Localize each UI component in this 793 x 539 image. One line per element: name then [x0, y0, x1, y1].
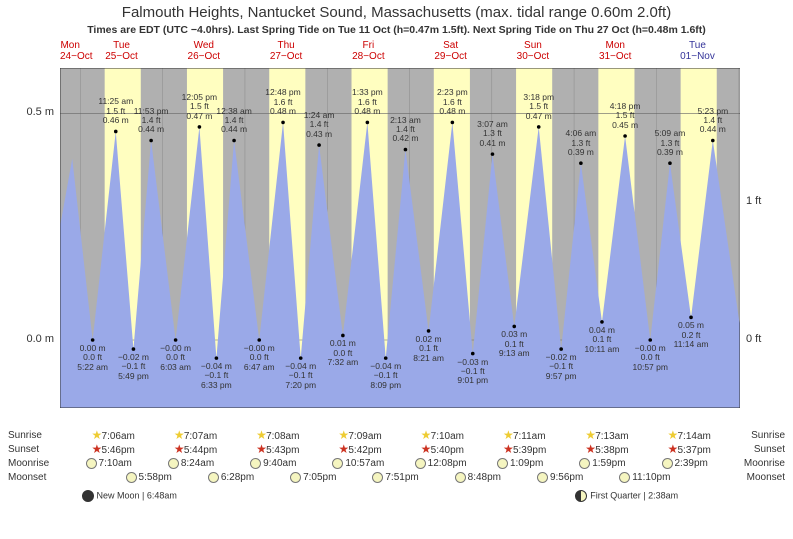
- y-tick-right: 1 ft: [746, 195, 761, 207]
- sunset-time: ★5:46pm: [92, 444, 135, 456]
- sunrise-time: ★7:14am: [668, 430, 711, 442]
- tide-annotation: −0.02 m−0.1 ft5:49 pm: [111, 353, 155, 381]
- chart-subtitle: Times are EDT (UTC −4.0hrs). Last Spring…: [0, 24, 793, 36]
- tide-annotation: 4:18 pm1.5 ft0.45 m: [603, 102, 647, 130]
- sunrise-time: ★7:11am: [503, 430, 546, 442]
- tide-annotation: 5:23 pm1.4 ft0.44 m: [691, 107, 735, 135]
- sunset-time: ★5:40pm: [421, 444, 464, 456]
- y-tick-right: 0 ft: [746, 333, 761, 345]
- day-label: Sun30−Oct: [492, 40, 574, 62]
- tide-annotation: 0.03 m0.1 ft9:13 am: [492, 330, 536, 358]
- bottom-row-label: Moonset: [8, 472, 46, 483]
- moon-phase: First Quarter | 2:38am: [575, 490, 678, 502]
- day-label: Fri28−Oct: [327, 40, 409, 62]
- tide-annotation: −0.04 m−0.1 ft6:33 pm: [194, 362, 238, 390]
- moonset-time: 6:28pm: [208, 472, 254, 483]
- day-label: Thu27−Oct: [245, 40, 327, 62]
- tide-annotation: 4:06 am1.3 ft0.39 m: [559, 129, 603, 157]
- tide-annotation: 0.02 m0.1 ft8:21 am: [407, 335, 451, 363]
- moonrise-time: 1:09pm: [497, 458, 543, 469]
- moonrise-time: 10:57am: [332, 458, 384, 469]
- moonset-time: 8:48pm: [455, 472, 501, 483]
- sunset-time: ★5:42pm: [338, 444, 381, 456]
- tide-annotation: 3:07 am1.3 ft0.41 m: [470, 120, 514, 148]
- tide-annotation: 2:13 am1.4 ft0.42 m: [383, 116, 427, 144]
- tide-annotation: 11:53 pm1.4 ft0.44 m: [129, 107, 173, 135]
- moonrise-time: 7:10am: [86, 458, 132, 469]
- tide-annotation: −0.00 m0.0 ft6:03 am: [154, 344, 198, 372]
- y-tick-left: 0.5 m: [26, 106, 54, 118]
- moon-phase: New Moon | 6:48am: [82, 490, 177, 502]
- plot-area: 0.00 m0.0 ft5:22 am11:25 am1.5 ft0.46 m−…: [60, 68, 740, 408]
- tide-chart: Falmouth Heights, Nantucket Sound, Massa…: [0, 0, 793, 539]
- tide-annotation: 12:38 am1.4 ft0.44 m: [212, 107, 256, 135]
- moonset-time: 5:58pm: [126, 472, 172, 483]
- tide-annotation: −0.03 m−0.1 ft9:01 pm: [451, 358, 495, 386]
- sunrise-time: ★7:08am: [256, 430, 299, 442]
- bottom-row-label: Sunrise: [751, 430, 785, 441]
- moonset-time: 7:05pm: [290, 472, 336, 483]
- sunset-time: ★5:43pm: [256, 444, 299, 456]
- bottom-row-label: Sunset: [754, 444, 785, 455]
- sunrise-time: ★7:10am: [421, 430, 464, 442]
- day-label: Tue25−Oct: [80, 40, 162, 62]
- chart-title: Falmouth Heights, Nantucket Sound, Massa…: [0, 4, 793, 21]
- tide-annotation: 5:09 am1.3 ft0.39 m: [648, 129, 692, 157]
- day-label: Wed26−Oct: [163, 40, 245, 62]
- tide-annotation: 1:33 pm1.6 ft0.48 m: [345, 88, 389, 116]
- day-label: Sat29−Oct: [410, 40, 492, 62]
- bottom-row-label: Moonset: [747, 472, 785, 483]
- day-label: Mon24−Oct: [60, 40, 80, 62]
- tide-annotation: −0.04 m−0.1 ft7:20 pm: [279, 362, 323, 390]
- sunrise-time: ★7:13am: [585, 430, 628, 442]
- tide-annotation: −0.02 m−0.1 ft9:57 pm: [539, 353, 583, 381]
- tide-annotation: 3:18 pm1.5 ft0.47 m: [517, 93, 561, 121]
- moonset-time: 7:51pm: [372, 472, 418, 483]
- tide-annotation: 0.00 m0.0 ft5:22 am: [71, 344, 115, 372]
- moonset-time: 9:56pm: [537, 472, 583, 483]
- tide-annotation: 2:23 pm1.6 ft0.48 m: [430, 88, 474, 116]
- bottom-row-label: Moonrise: [744, 458, 785, 469]
- tide-annotation: 1:24 am1.4 ft0.43 m: [297, 111, 341, 139]
- moonrise-time: 8:24am: [168, 458, 214, 469]
- moonrise-time: 9:40am: [250, 458, 296, 469]
- bottom-row-label: Sunrise: [8, 430, 42, 441]
- sunset-time: ★5:44pm: [174, 444, 217, 456]
- sunset-time: ★5:39pm: [503, 444, 546, 456]
- sunrise-time: ★7:07am: [174, 430, 217, 442]
- tide-annotation: 0.01 m0.0 ft7:32 am: [321, 339, 365, 367]
- tide-annotation: 0.05 m0.2 ft11:14 am: [669, 321, 713, 349]
- day-label: Mon31−Oct: [574, 40, 656, 62]
- tide-annotation: 0.04 m0.1 ft10:11 am: [580, 326, 624, 354]
- moonrise-time: 1:59pm: [579, 458, 625, 469]
- tide-annotation: −0.00 m0.0 ft6:47 am: [237, 344, 281, 372]
- moonset-time: 11:10pm: [619, 472, 670, 483]
- y-tick-left: 0.0 m: [26, 333, 54, 345]
- bottom-row-label: Moonrise: [8, 458, 49, 469]
- bottom-row-label: Sunset: [8, 444, 39, 455]
- day-label: Tue01−Nov: [656, 40, 738, 62]
- sunrise-time: ★7:06am: [92, 430, 135, 442]
- sunset-time: ★5:37pm: [668, 444, 711, 456]
- tide-annotation: −0.04 m−0.1 ft8:09 pm: [364, 362, 408, 390]
- sunrise-time: ★7:09am: [338, 430, 381, 442]
- tide-annotation: −0.00 m0.0 ft10:57 pm: [628, 344, 672, 372]
- moonrise-time: 2:39pm: [662, 458, 708, 469]
- moonrise-time: 12:08pm: [415, 458, 467, 469]
- sunset-time: ★5:38pm: [585, 444, 628, 456]
